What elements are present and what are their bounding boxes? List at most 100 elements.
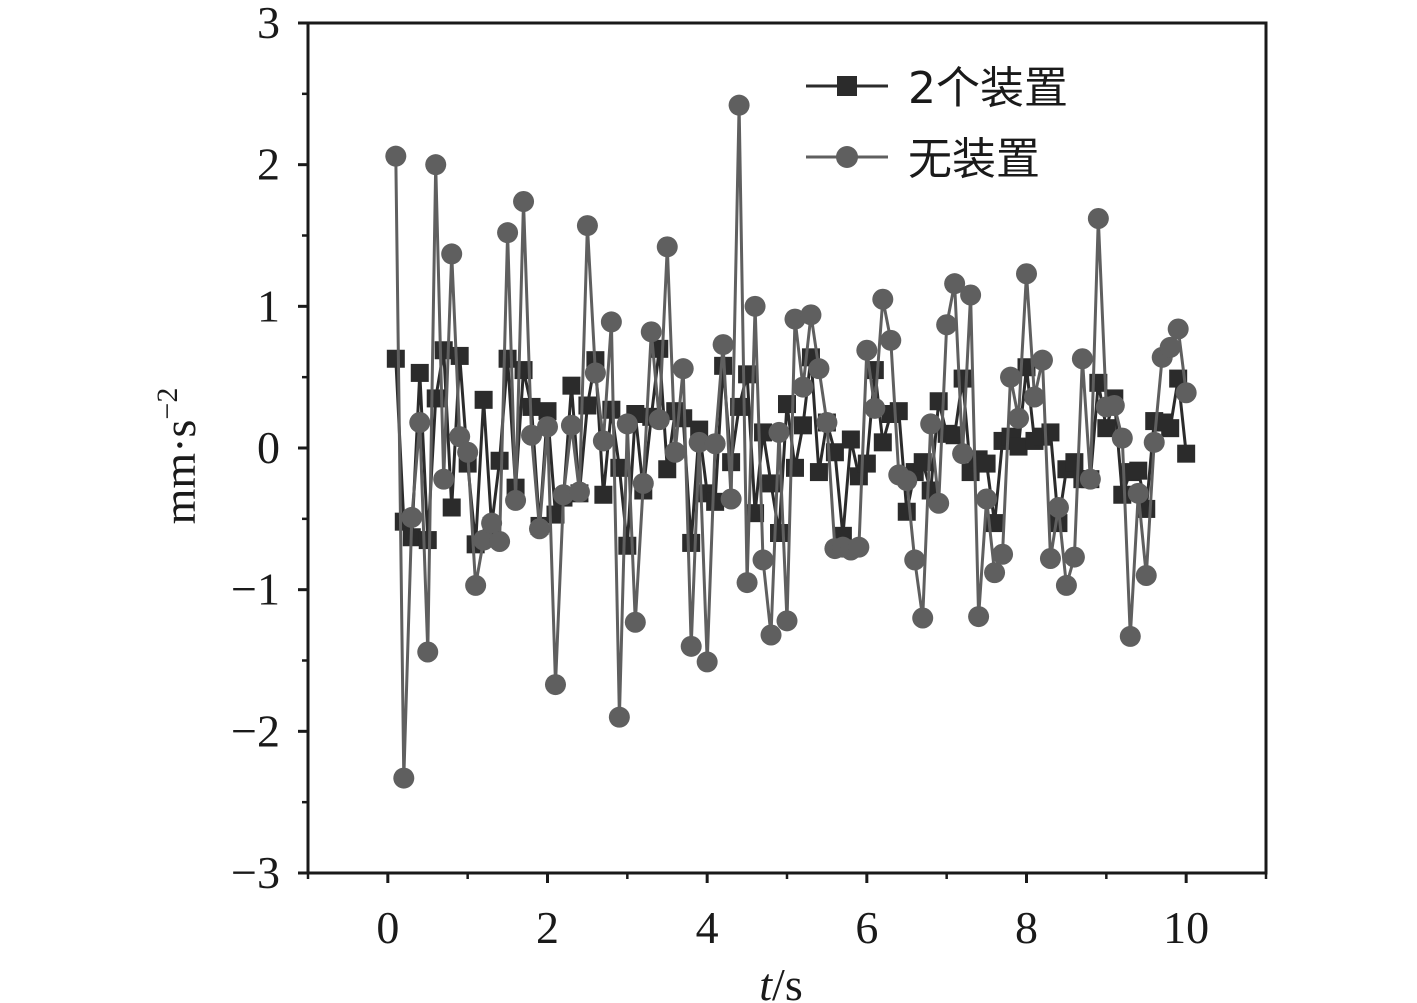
data-point-circle: [648, 409, 670, 431]
data-point-circle: [880, 329, 902, 351]
data-point-circle: [1119, 625, 1141, 647]
data-point-square: [953, 369, 972, 388]
data-point-circle: [680, 635, 702, 657]
data-point-square: [897, 502, 916, 521]
data-point-square: [418, 531, 437, 550]
data-point-circle: [1079, 468, 1101, 490]
data-point-square: [793, 416, 812, 435]
data-point-circle: [800, 304, 822, 326]
data-point-circle: [768, 421, 790, 443]
data-point-square: [873, 433, 892, 452]
x-tick-label: 8: [1015, 902, 1038, 953]
data-point-square: [977, 454, 996, 473]
data-point-circle: [752, 549, 774, 571]
data-point-square: [386, 349, 405, 368]
data-point-circle: [656, 236, 678, 258]
data-point-square: [442, 498, 461, 517]
x-axis-label: t/s: [759, 959, 802, 1003]
data-point-square: [1161, 419, 1180, 438]
data-point-circle: [457, 441, 479, 463]
data-point-circle: [696, 651, 718, 673]
data-point-square: [658, 460, 677, 479]
data-point-circle: [936, 314, 958, 336]
data-point-circle: [1055, 574, 1077, 596]
legend-marker-square: [837, 76, 857, 96]
data-point-circle: [513, 191, 535, 212]
data-point-circle: [688, 431, 710, 453]
data-point-circle: [808, 358, 830, 380]
data-point-circle: [521, 424, 543, 446]
data-point-circle: [465, 574, 487, 596]
data-point-circle: [616, 413, 638, 435]
data-point-square: [1065, 453, 1084, 472]
data-point-circle: [976, 488, 998, 510]
data-point-square: [841, 430, 860, 449]
data-point-circle: [393, 767, 415, 789]
data-point-circle: [1103, 395, 1125, 416]
data-point-circle: [1175, 382, 1197, 404]
data-point-circle: [1087, 208, 1109, 229]
data-point-circle: [1071, 348, 1093, 370]
data-point-circle: [489, 531, 511, 552]
y-axis-label-base: mm·s: [154, 420, 205, 525]
data-point-circle: [952, 443, 974, 465]
data-point-circle: [960, 284, 982, 306]
data-point-square: [682, 533, 701, 552]
data-point-circle: [417, 641, 439, 663]
data-point-circle: [1143, 431, 1165, 453]
data-point-circle: [760, 624, 782, 646]
data-point-square: [809, 463, 828, 482]
data-point-circle: [632, 472, 654, 494]
data-point-circle: [856, 339, 878, 361]
data-point-circle: [904, 549, 926, 571]
data-point-circle: [425, 154, 447, 176]
legend: 2个装置 无装置: [806, 63, 1068, 185]
legend-label-0: 2个装置: [908, 63, 1068, 114]
data-point-circle: [1000, 366, 1022, 388]
data-point-square: [450, 346, 469, 365]
y-tick-label: 0: [257, 422, 280, 473]
data-point-circle: [449, 426, 471, 448]
data-point-square: [1009, 437, 1028, 456]
axis-tick-labels: 0 2 4 6 8 10 −3 −2 −1 0 1 2 3: [231, 0, 1209, 953]
series-1: [385, 94, 1197, 789]
data-point-circle: [1159, 336, 1181, 358]
data-point-circle: [704, 433, 726, 455]
data-point-circle: [1127, 482, 1149, 504]
data-point-circle: [640, 321, 662, 343]
data-point-circle: [409, 412, 431, 433]
data-point-circle: [848, 536, 870, 558]
data-point-square: [889, 402, 908, 421]
data-point-square: [706, 492, 725, 511]
data-point-circle: [968, 606, 990, 628]
data-point-square: [1129, 461, 1148, 480]
series-layer: [385, 94, 1197, 789]
data-point-square: [945, 426, 964, 445]
data-point-circle: [401, 506, 423, 528]
data-point-circle: [712, 334, 734, 356]
data-point-circle: [784, 308, 806, 330]
legend-marker-circle: [836, 146, 858, 168]
data-point-circle: [608, 706, 630, 728]
x-axis-label-italic: t: [759, 959, 773, 1003]
data-point-circle: [720, 488, 742, 510]
data-point-circle: [872, 288, 894, 310]
data-point-circle: [664, 441, 686, 463]
data-point-circle: [864, 397, 886, 419]
data-point-square: [913, 453, 932, 472]
data-point-circle: [441, 243, 463, 265]
legend-item-0: 2个装置: [806, 63, 1068, 114]
data-point-circle: [584, 362, 606, 384]
data-point-square: [562, 376, 581, 395]
data-point-circle: [568, 481, 590, 503]
data-point-square: [770, 524, 789, 542]
data-point-circle: [537, 416, 558, 438]
series-line-1: [394, 103, 1188, 780]
data-point-circle: [1135, 565, 1157, 586]
y-tick-label: −2: [231, 705, 280, 756]
data-point-square: [410, 363, 429, 382]
data-point-circle: [544, 674, 566, 696]
data-point-circle: [385, 145, 407, 167]
data-point-circle: [672, 358, 694, 380]
